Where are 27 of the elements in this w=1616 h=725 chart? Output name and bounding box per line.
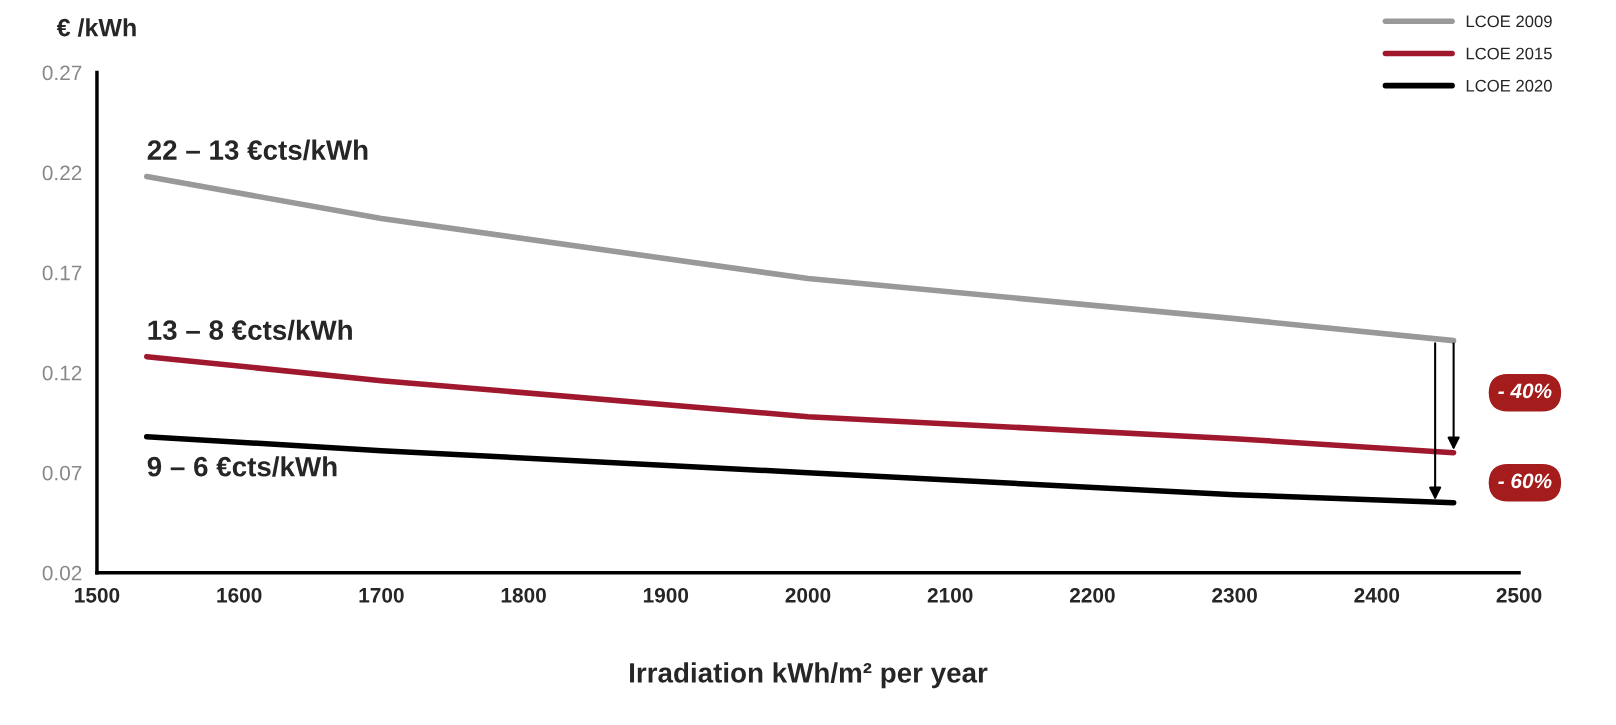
x-tick-label: 1500	[75, 587, 120, 603]
annotation: 13 – 8 €cts/kWh	[148, 319, 352, 341]
legend-label: LCOE 2015	[1466, 47, 1552, 60]
y-tick-label: 0.12	[42, 365, 82, 381]
legend-label: LCOE 2009	[1466, 15, 1552, 28]
x-tick-label: 2500	[1496, 587, 1542, 603]
annotation: 9 – 6 €cts/kWh	[147, 456, 337, 477]
x-tick-label: 2200	[1069, 587, 1115, 603]
legend-label: LCOE 2020	[1466, 79, 1552, 92]
y-tick-label: 0.22	[42, 165, 82, 181]
x-tick-label: 1800	[501, 587, 546, 603]
x-tick-label: 2000	[785, 587, 831, 603]
x-axis-title: Irradiation kWh/m² per year	[630, 662, 988, 689]
annotation: - 60%	[1498, 473, 1552, 489]
x-tick-label: 2400	[1354, 587, 1400, 603]
x-tick-label: 2300	[1212, 587, 1257, 603]
annotation: 22 – 13 €cts/kWh	[147, 139, 368, 161]
y-axis-title: € /kWh	[56, 18, 136, 37]
x-tick-label: 1900	[643, 587, 689, 603]
annotation: - 40%	[1498, 383, 1552, 399]
x-tick-label: 1600	[217, 587, 262, 603]
x-tick-label: 2100	[927, 587, 973, 603]
y-tick-label: 0.07	[42, 465, 82, 481]
y-tick-label: 0.02	[42, 565, 82, 581]
x-tick-label: 1700	[359, 587, 404, 603]
y-tick-label: 0.17	[42, 265, 82, 281]
y-tick-label: 0.27	[42, 65, 82, 81]
